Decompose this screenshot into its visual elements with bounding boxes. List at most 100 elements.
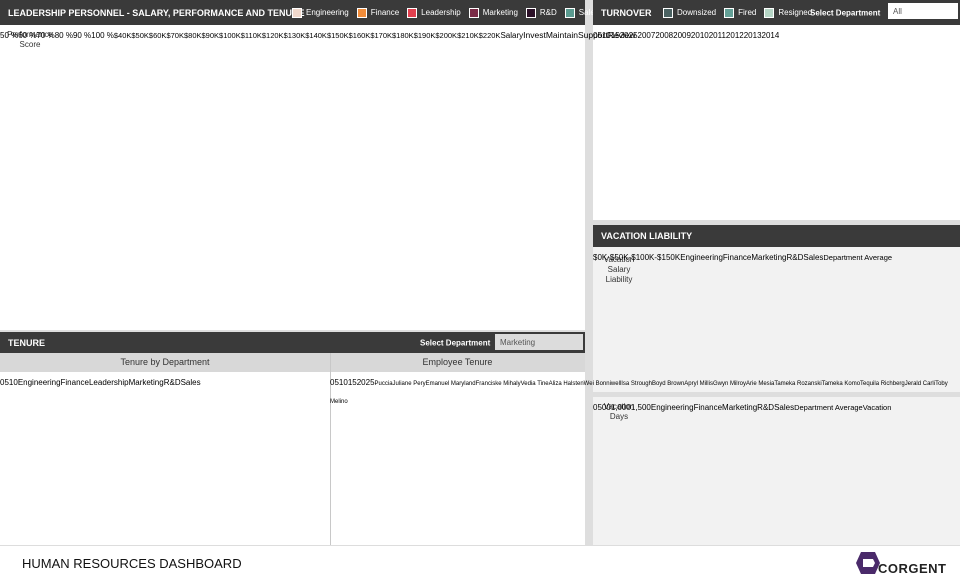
- y-tick-label: 70 %: [36, 31, 55, 40]
- chart: 05001,0001,500EngineeringFinanceMarketin…: [593, 397, 891, 415]
- row-label: Aliza Halsten: [548, 381, 584, 387]
- x-tick-label: $40K: [113, 31, 132, 40]
- column-gap: [585, 0, 593, 545]
- legend-item: Resigned: [764, 7, 813, 18]
- row-label: Puccia: [374, 381, 393, 387]
- y-tick-label: 90 %: [72, 31, 92, 40]
- y-tick-label: 60 %: [18, 31, 37, 40]
- quadrant-label: Review: [607, 30, 636, 40]
- row-label: Franciske Mihaly: [475, 381, 521, 387]
- average-label: Department Average: [794, 403, 863, 412]
- legend-item: R&D: [525, 7, 557, 18]
- x-tick-label: Finance: [60, 378, 89, 387]
- x-tick-label: $70K: [166, 31, 184, 40]
- row-label: Gwyn Milroy: [712, 381, 746, 387]
- chart: $0K-$50K-$100K-$150KEngineeringFinanceMa…: [593, 247, 892, 265]
- chart: 0510152025PucciaJuliane PeryEmanuel Mary…: [330, 372, 960, 408]
- x-tick-label: 2012: [725, 31, 744, 40]
- row-gap: [0, 330, 585, 332]
- y-tick-label: 20: [619, 31, 629, 40]
- legend-item: Fired: [724, 7, 756, 18]
- legend-swatch: [663, 7, 673, 18]
- department-dropdown[interactable]: Marketing: [495, 334, 583, 350]
- x-tick-label: R&D: [163, 378, 181, 387]
- legend-label: Leadership: [421, 8, 461, 17]
- y-tick-label: 100 %: [91, 31, 114, 40]
- legend-item: Finance: [356, 7, 400, 18]
- legend-item: Marketing: [468, 7, 518, 18]
- row-label: Boyd Brown: [651, 381, 685, 387]
- y-tick-label: $0K: [593, 253, 608, 262]
- y-tick-label: 5: [4, 378, 9, 387]
- average-label: Department Average: [823, 253, 893, 262]
- legend-label: Finance: [370, 8, 400, 17]
- x-tick-label: $180K: [392, 31, 414, 40]
- row-label: Tameka Komo: [821, 381, 861, 387]
- legend-label: R&D: [539, 8, 557, 17]
- annotation: Vacation: [862, 403, 892, 412]
- panel-title: TENURE: [8, 337, 46, 348]
- legend-label: Downsized: [677, 8, 717, 17]
- row-label: Emanuel Maryland: [425, 381, 476, 387]
- logo-text: CORGENT: [878, 561, 947, 576]
- x-tick-label: $150K: [326, 31, 349, 40]
- row-label: Tequila Richberg: [860, 381, 905, 387]
- x-tick-label: Engineering: [680, 253, 723, 262]
- quadrant-label: Invest: [523, 30, 546, 40]
- panel-header: TURNOVER Downsized Fired Resigned Select D…: [593, 0, 960, 25]
- chart: 0510EngineeringFinanceLeadershipMarketin…: [0, 372, 201, 390]
- chart-title: Tenure by Department: [120, 357, 210, 367]
- department-dropdown[interactable]: All: [888, 3, 958, 19]
- y-tick-label: 50 %: [0, 31, 19, 40]
- legend-swatch: [564, 7, 575, 18]
- x-tick-label: 10: [338, 378, 348, 387]
- legend-item: Engineering: [292, 7, 349, 18]
- x-tick-label: $220K: [478, 31, 501, 40]
- panel-title: LEADERSHIP PERSONNEL - SALARY, PERFORMAN…: [8, 7, 305, 18]
- x-tick-label: 0: [330, 378, 335, 387]
- panel-header: LEADERSHIP PERSONNEL - SALARY, PERFORMAN…: [0, 0, 599, 25]
- x-tick-label: 2009: [673, 31, 691, 40]
- quadrant-label: Support: [577, 30, 608, 40]
- y-tick-label: 15: [610, 31, 620, 40]
- legend-swatch: [292, 7, 302, 18]
- x-tick-label: $210K: [457, 31, 479, 40]
- x-tick-label: $140K: [305, 31, 327, 40]
- y-tick-label: -$150K: [654, 253, 681, 262]
- x-tick-label: 2013: [743, 31, 762, 40]
- y-tick-label: 80 %: [54, 31, 73, 40]
- x-tick-label: $160K: [348, 31, 371, 40]
- legend-swatch: [356, 7, 367, 18]
- y-tick-label: 10: [8, 378, 18, 387]
- x-tick-label: R&D: [757, 403, 775, 412]
- x-tick-label: $130K: [283, 31, 306, 40]
- x-tick-label: 2011: [708, 31, 726, 40]
- x-tick-label: Sales: [774, 403, 795, 412]
- legend-label: Sales: [578, 8, 599, 17]
- row-gap: [593, 392, 960, 397]
- x-tick-label: Finance: [693, 403, 723, 412]
- row-label: Isa Strough: [621, 381, 652, 387]
- row-label: Arie Mesia: [745, 381, 775, 387]
- row-label: Tameka Rozanski: [774, 381, 822, 387]
- y-tick-label: -$50K: [607, 253, 629, 262]
- chart-title: Employee Tenure: [422, 357, 493, 367]
- y-tick-label: 0: [593, 31, 598, 40]
- x-tick-label: $100K: [219, 31, 241, 40]
- y-tick-label: 0: [593, 403, 598, 412]
- y-tick-label: 0: [0, 378, 5, 387]
- legend-label: Engineering: [306, 8, 349, 17]
- x-tick-label: Marketing: [722, 403, 758, 412]
- legend-label: Marketing: [482, 8, 518, 17]
- dashboard-title: HUMAN RESOURCES DASHBOARD: [22, 556, 242, 571]
- legend-label: Resigned: [778, 8, 813, 17]
- legend: Downsized Fired Resigned: [663, 0, 812, 25]
- x-tick-label: 15: [347, 378, 357, 387]
- y-tick-label: 10: [601, 31, 611, 40]
- chart: 0510152025200720082009201020112012201320…: [593, 25, 779, 43]
- y-tick-label: -$100K: [628, 253, 655, 262]
- x-tick-label: R&D: [786, 253, 804, 262]
- row-label: Juliane Pery: [392, 381, 426, 387]
- legend-swatch: [764, 7, 775, 18]
